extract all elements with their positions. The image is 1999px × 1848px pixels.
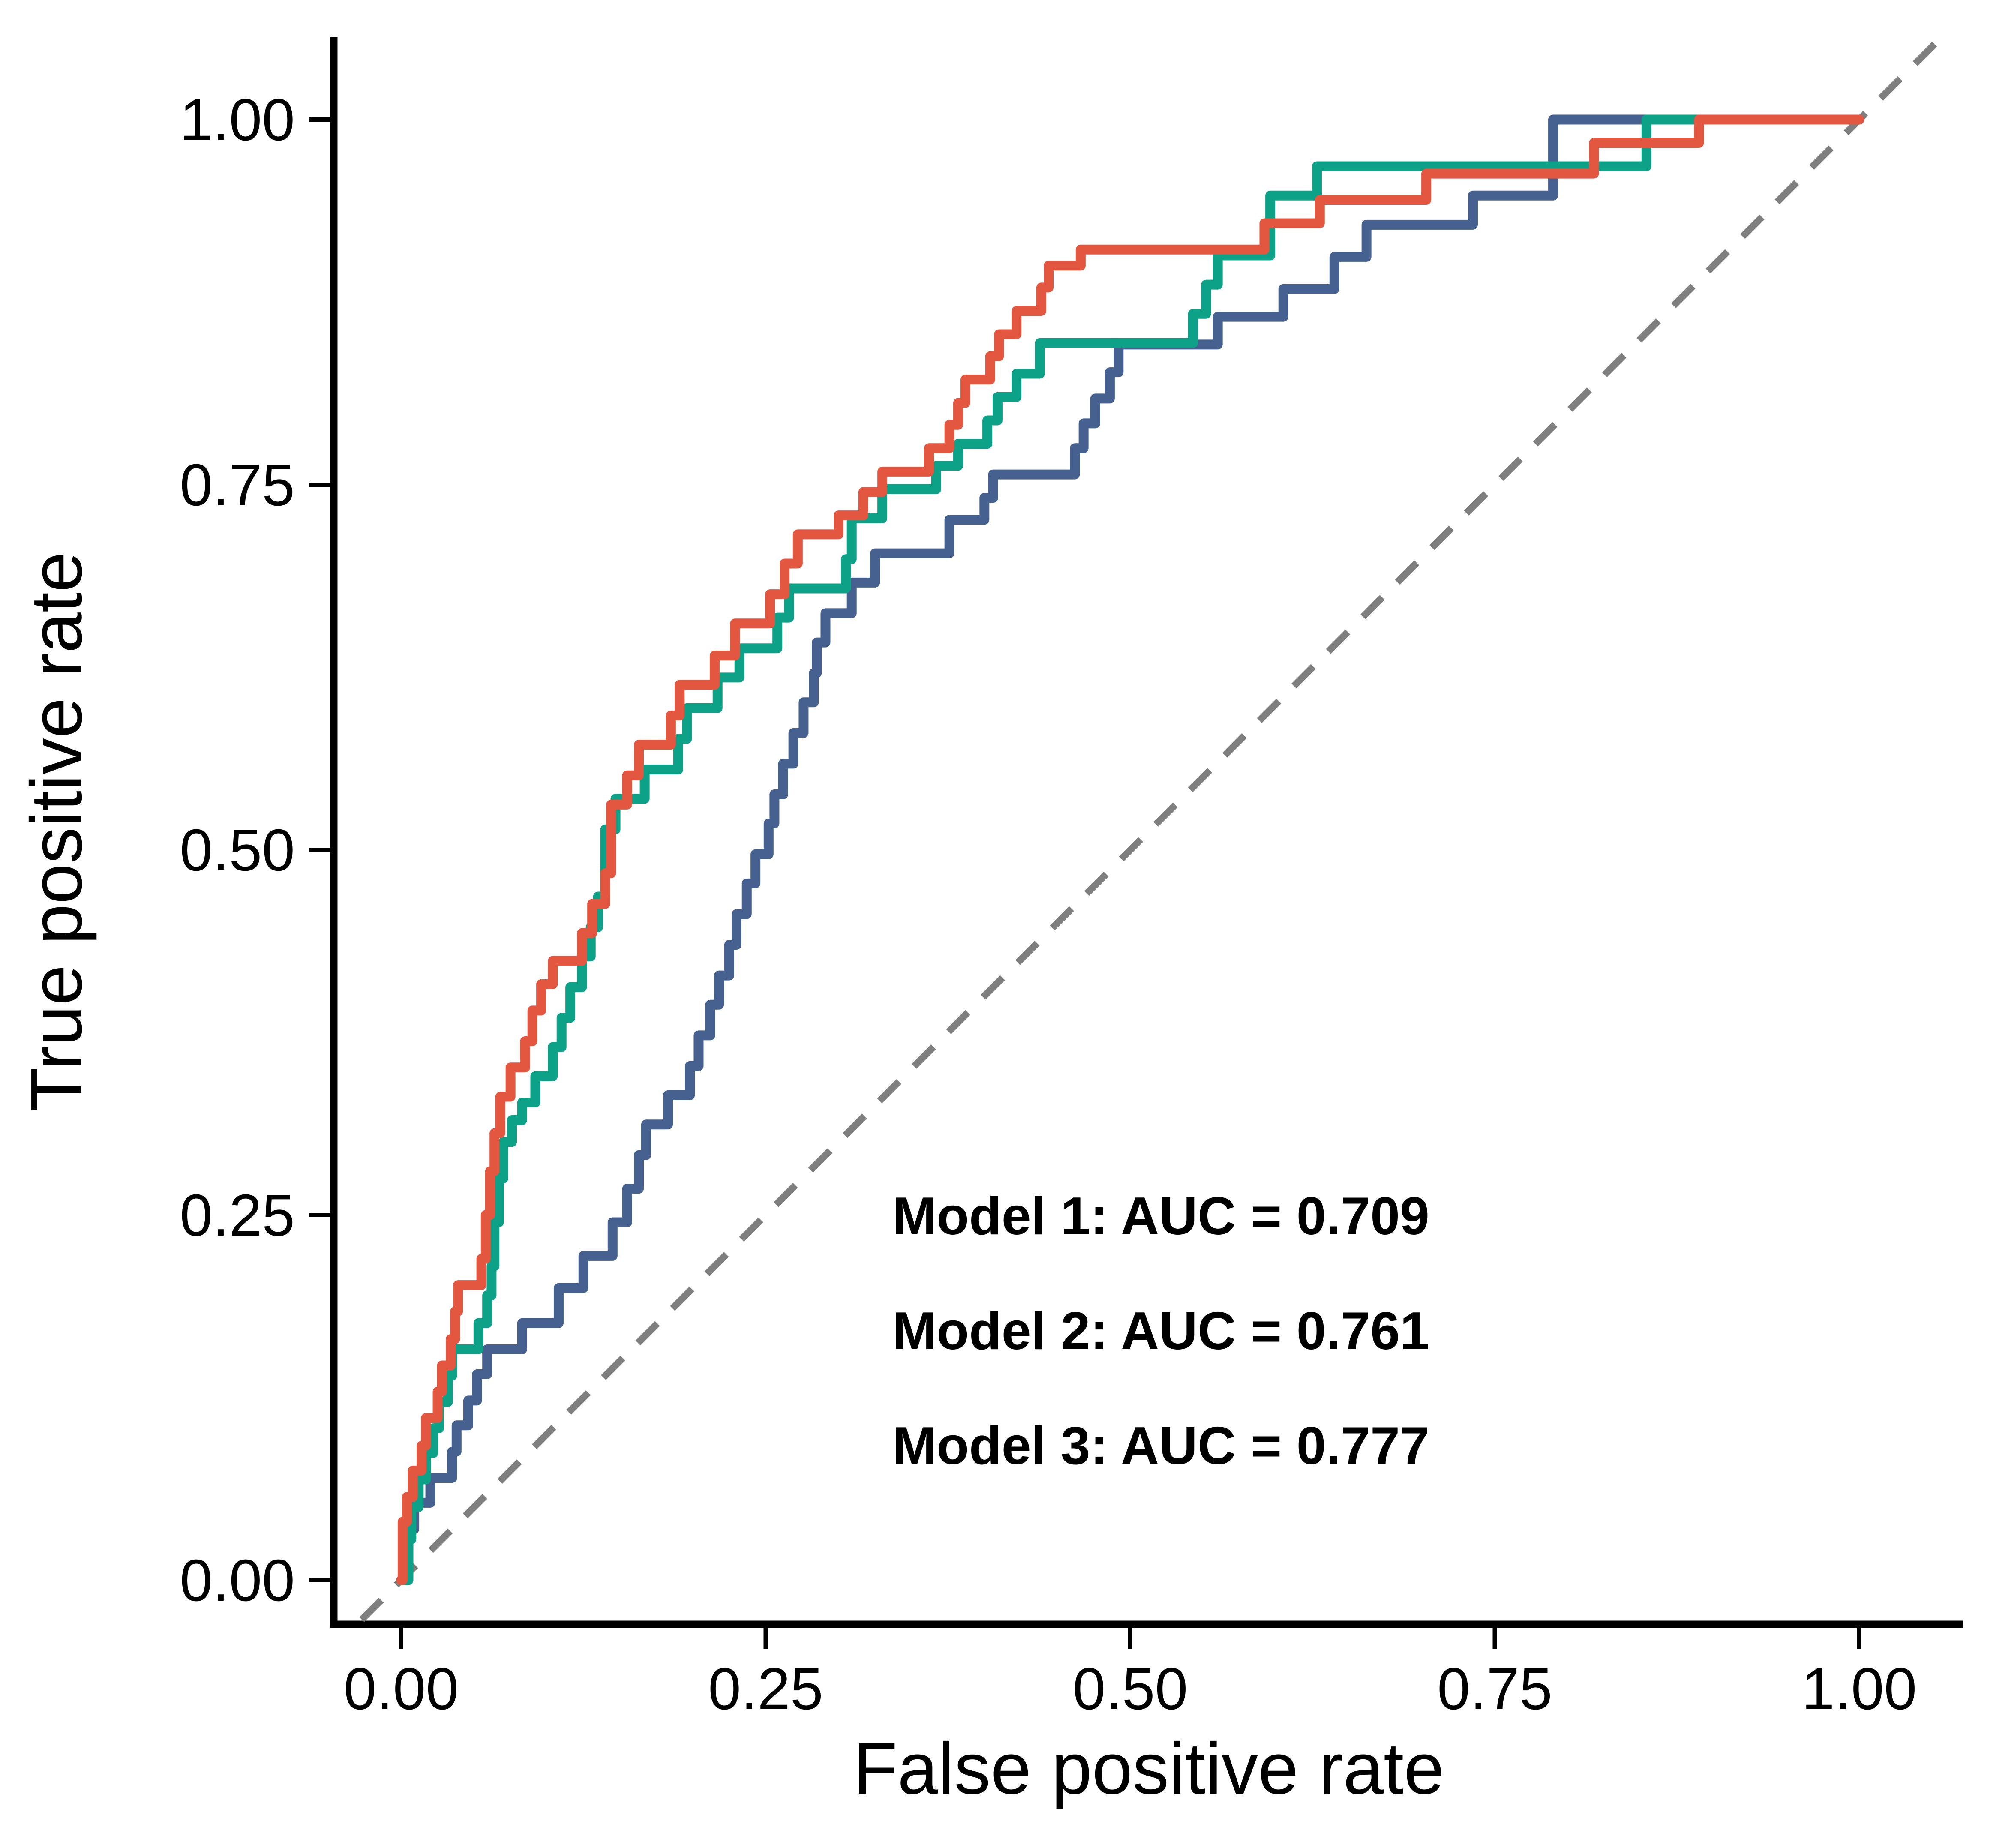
chance-diagonal (359, 34, 1945, 1622)
x-axis-ticks: 0.00 0.25 0.50 0.75 1.00 (344, 1624, 1917, 1722)
x-tick-label: 1.00 (1802, 1656, 1917, 1722)
y-axis-title: True positive rate (16, 552, 97, 1112)
roc-curves (396, 114, 1864, 1585)
roc-curve-model-1 (396, 114, 1864, 1585)
auc-label-model-2: Model 2: AUC = 0.761 (892, 1302, 1429, 1361)
y-tick-label: 0.75 (180, 452, 295, 518)
y-tick-label: 0.00 (180, 1548, 295, 1614)
auc-label-model-3: Model 3: AUC = 0.777 (892, 1416, 1429, 1476)
roc-curve-model-3 (396, 114, 1864, 1585)
y-tick-label: 0.50 (180, 817, 295, 883)
x-tick-label: 0.25 (708, 1656, 823, 1722)
y-tick-label: 0.25 (180, 1182, 295, 1248)
x-tick-label: 0.00 (344, 1656, 459, 1722)
y-axis-ticks: 0.00 0.25 0.50 0.75 1.00 (180, 87, 334, 1614)
x-tick-label: 0.50 (1073, 1656, 1188, 1722)
x-tick-label: 0.75 (1437, 1656, 1552, 1722)
axes (330, 37, 1963, 1628)
auc-legend: Model 1: AUC = 0.709 Model 2: AUC = 0.76… (892, 1187, 1429, 1476)
x-axis-title: False positive rate (853, 1728, 1444, 1809)
auc-label-model-1: Model 1: AUC = 0.709 (892, 1187, 1429, 1246)
y-tick-label: 1.00 (180, 87, 295, 153)
